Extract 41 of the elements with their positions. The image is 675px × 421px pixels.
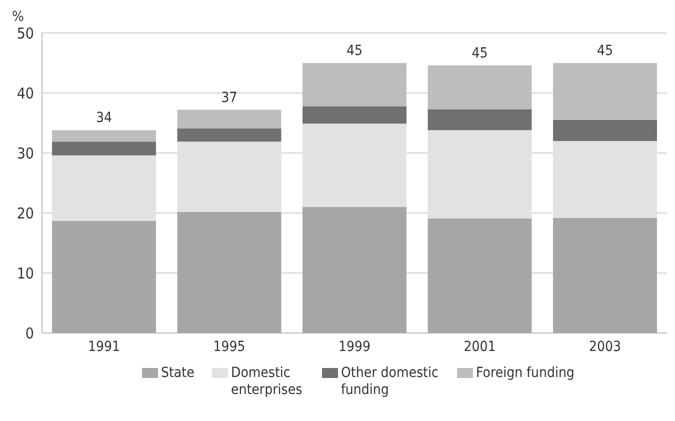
bar	[428, 218, 532, 333]
total-label: 34	[96, 110, 112, 126]
legend-label: Foreign funding	[476, 365, 574, 381]
bar	[428, 65, 532, 110]
bar	[302, 207, 406, 333]
y-tick-label: 50	[16, 24, 34, 42]
bar	[428, 109, 532, 130]
bar	[553, 120, 657, 141]
total-label: 45	[596, 43, 614, 59]
x-tick-label: 1991	[88, 339, 120, 355]
y-tick-label: 30	[16, 144, 34, 162]
x-tick-label: 2003	[588, 339, 622, 355]
legend-label: State	[161, 365, 195, 381]
bar	[302, 124, 406, 207]
bar	[553, 141, 657, 218]
total-label: 45	[346, 43, 363, 59]
bar	[52, 142, 156, 156]
bar	[302, 63, 406, 106]
legend-label: Other domestic funding	[341, 365, 438, 398]
x-tick-label: 1995	[213, 339, 246, 355]
bar	[52, 130, 156, 142]
legend-label: Domestic enterprises	[231, 365, 302, 398]
bar	[52, 155, 156, 221]
bar	[553, 63, 657, 120]
bar	[428, 130, 532, 218]
bar	[177, 142, 282, 212]
bar	[177, 128, 282, 142]
bar	[177, 212, 282, 333]
y-tick-label: 10	[16, 264, 34, 282]
x-tick-label: 2001	[464, 339, 496, 355]
bar	[302, 106, 406, 124]
total-label: 37	[221, 90, 238, 106]
bar	[52, 220, 156, 333]
total-label: 45	[472, 45, 488, 62]
y-tick-label: 40	[16, 84, 34, 102]
y-tick-label: 0	[25, 324, 34, 342]
y-tick-label: 20	[16, 204, 34, 222]
x-tick-label: 1999	[338, 339, 371, 355]
y-axis-title: %	[12, 9, 24, 25]
bar	[553, 218, 657, 333]
bar	[177, 110, 282, 128]
